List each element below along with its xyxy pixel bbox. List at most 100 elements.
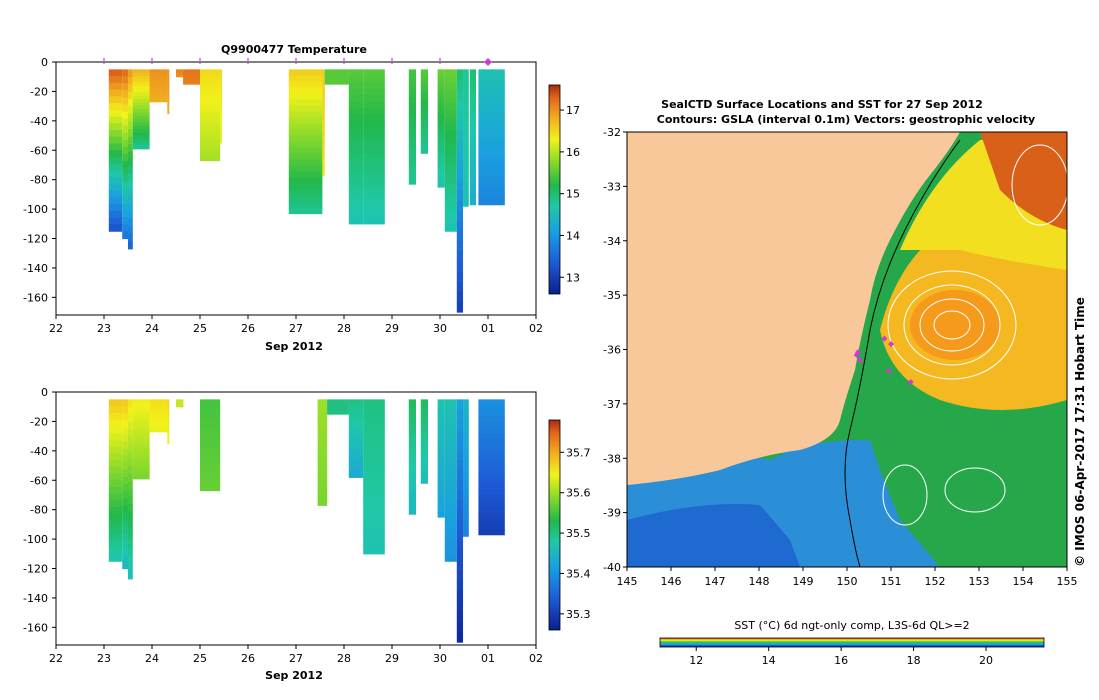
profile-5-cell	[167, 107, 170, 111]
profile-16-cell	[456, 621, 464, 633]
profile-2-cell	[128, 541, 133, 550]
profile-20-cell	[463, 103, 469, 110]
profile-14-cell	[437, 414, 445, 420]
profile-15-cell	[408, 78, 416, 85]
profile-18-cell	[478, 450, 505, 457]
colorbar-tick-label: 35.5	[566, 527, 591, 540]
profile-15-cell	[408, 112, 416, 118]
profile-17-cell	[437, 128, 445, 134]
profile-18-cell	[444, 197, 457, 205]
profile-2-cell	[128, 151, 133, 160]
profile-4-cell	[149, 415, 168, 418]
profile-0-cell	[108, 500, 123, 508]
profile-0-cell	[108, 170, 123, 178]
profile-7-cell	[200, 467, 221, 473]
profile-18-cell	[444, 183, 457, 192]
profile-22-cell	[478, 137, 505, 144]
y-tick-label: -40	[30, 115, 48, 128]
profile-3-cell	[132, 135, 150, 140]
profile-0-cell	[108, 399, 123, 407]
profile-11-cell	[322, 91, 325, 97]
profile-0-cell	[108, 116, 123, 124]
profile-0-cell	[108, 453, 123, 461]
profile-13-cell	[420, 437, 428, 442]
profile-17-cell	[437, 133, 445, 139]
profile-2-cell	[128, 129, 133, 138]
profile-18-cell	[478, 495, 505, 502]
map-subtitle: Contours: GSLA (interval 0.1m) Vectors: …	[657, 113, 1035, 126]
profile-10-cell	[288, 129, 323, 137]
profile-2-cell	[128, 399, 133, 408]
profile-0-cell	[108, 473, 123, 481]
profile-17-cell	[463, 519, 469, 526]
profile-9-cell	[220, 124, 223, 129]
profile-21-cell	[469, 187, 476, 195]
profile-8-cell	[200, 133, 221, 139]
profile-16-cell	[456, 439, 464, 451]
profile-19-cell	[456, 281, 464, 293]
profile-15-cell	[444, 520, 457, 529]
map-x-tick-label: 146	[661, 575, 682, 588]
profile-0-cell	[108, 163, 123, 172]
profile-14-cell	[363, 101, 385, 109]
profile-2-cell	[128, 406, 133, 415]
profile-3-cell	[132, 439, 150, 443]
profile-0-cell	[108, 190, 123, 199]
profile-8-cell	[317, 447, 328, 453]
profile-8-cell	[317, 425, 328, 431]
profile-19-cell	[456, 89, 464, 101]
profile-9-cell	[220, 127, 223, 132]
profile-16-cell	[420, 107, 428, 112]
profile-8-cell	[200, 122, 221, 127]
profile-0-cell	[108, 136, 123, 145]
profile-17-cell	[463, 462, 469, 469]
profile-14-cell	[363, 114, 385, 122]
profile-14-cell	[437, 512, 445, 518]
profile-4-cell	[149, 418, 168, 421]
profile-16-cell	[456, 631, 464, 643]
profile-15-cell	[444, 513, 457, 522]
profile-19-cell	[456, 69, 464, 81]
profile-19-cell	[456, 140, 464, 151]
profile-10-cell	[288, 195, 323, 203]
profile-2-cell	[128, 436, 133, 445]
profile-21-cell	[469, 97, 476, 104]
profile-11-cell	[322, 69, 325, 75]
profile-3-cell	[132, 89, 150, 94]
profile-9-cell	[220, 106, 223, 110]
profile-13-cell	[348, 69, 364, 77]
profile-9-cell	[327, 401, 349, 403]
y-tick-label: -20	[30, 85, 48, 98]
profile-10-cell	[348, 402, 364, 407]
profile-20-cell	[463, 149, 469, 156]
profile-5-cell	[167, 76, 170, 80]
profile-14-cell	[437, 472, 445, 479]
profile-10-cell	[348, 428, 364, 433]
profile-5-cell	[167, 414, 170, 417]
profile-14-cell	[363, 185, 385, 193]
profile-12-cell	[408, 480, 416, 487]
profile-19-cell	[456, 231, 464, 242]
profile-2-cell	[128, 481, 133, 490]
profile-7-cell	[200, 429, 221, 435]
profile-10-cell	[288, 207, 323, 215]
profile-12-cell	[408, 494, 416, 501]
gsla-contour-line	[1011, 144, 1067, 226]
profile-2-cell	[128, 226, 133, 235]
profile-8-cell	[317, 439, 328, 445]
profile-2-cell	[128, 414, 133, 423]
profile-1-cell	[122, 427, 128, 436]
profile-19-cell	[456, 109, 464, 121]
profile-7-cell	[183, 80, 200, 82]
profile-14-cell	[363, 133, 385, 141]
profile-7-cell	[183, 83, 200, 85]
profile-18-cell	[478, 529, 505, 536]
profile-5-cell	[167, 428, 170, 432]
profile-8-cell	[317, 500, 328, 506]
profile-9-cell	[327, 403, 349, 405]
sst-colorbar-label: SST (°C) 6d ngt-only comp, L3S-6d QL>=2	[734, 619, 969, 632]
profile-4-cell	[149, 85, 168, 88]
profile-18-cell	[444, 123, 457, 131]
profile-8-cell	[200, 103, 221, 108]
